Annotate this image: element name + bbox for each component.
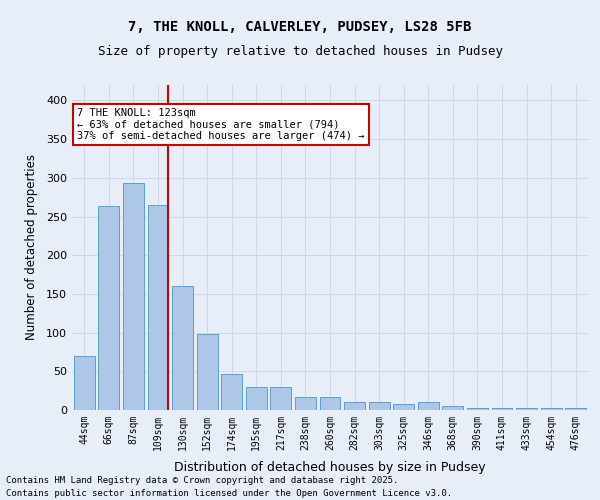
X-axis label: Distribution of detached houses by size in Pudsey: Distribution of detached houses by size … [174, 461, 486, 474]
Bar [467, 408, 488, 410]
Bar [320, 397, 340, 410]
Bar [221, 374, 242, 410]
Text: Size of property relative to detached houses in Pudsey: Size of property relative to detached ho… [97, 45, 503, 58]
Bar [516, 408, 537, 410]
Bar [344, 402, 365, 410]
Text: Contains HM Land Registry data © Crown copyright and database right 2025.: Contains HM Land Registry data © Crown c… [6, 476, 398, 485]
Bar [271, 387, 292, 410]
Bar [418, 402, 439, 410]
Text: Contains public sector information licensed under the Open Government Licence v3: Contains public sector information licen… [6, 488, 452, 498]
Bar [565, 408, 586, 410]
Bar [295, 397, 316, 410]
Bar [393, 404, 414, 410]
Text: 7 THE KNOLL: 123sqm
← 63% of detached houses are smaller (794)
37% of semi-detac: 7 THE KNOLL: 123sqm ← 63% of detached ho… [77, 108, 365, 141]
Bar [148, 205, 169, 410]
Bar [368, 402, 389, 410]
Bar [491, 408, 512, 410]
Bar [197, 334, 218, 410]
Bar [98, 206, 119, 410]
Bar [74, 356, 95, 410]
Bar [541, 408, 562, 410]
Bar [246, 387, 267, 410]
Text: 7, THE KNOLL, CALVERLEY, PUDSEY, LS28 5FB: 7, THE KNOLL, CALVERLEY, PUDSEY, LS28 5F… [128, 20, 472, 34]
Bar [442, 406, 463, 410]
Bar [172, 286, 193, 410]
Bar [123, 184, 144, 410]
Y-axis label: Number of detached properties: Number of detached properties [25, 154, 38, 340]
